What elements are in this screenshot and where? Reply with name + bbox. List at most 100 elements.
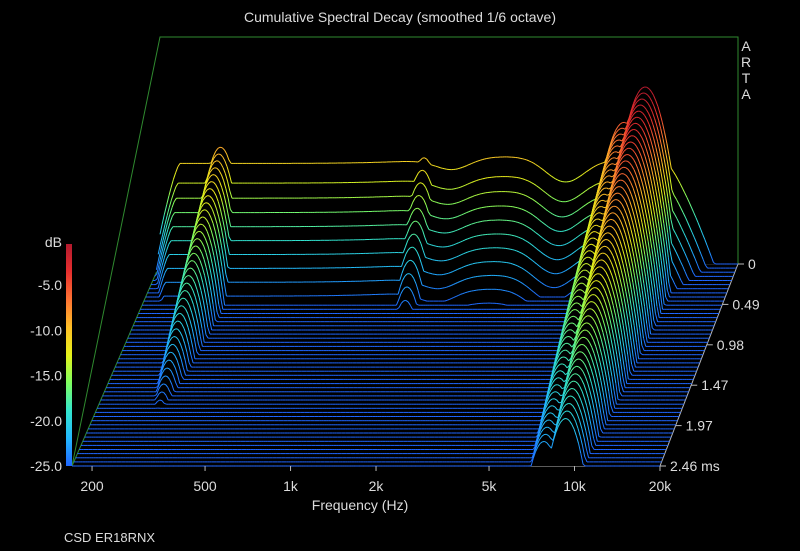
slice-segment	[611, 169, 615, 172]
slice-segment	[461, 266, 465, 269]
slice-segment	[221, 202, 225, 213]
slice-segment	[398, 293, 402, 301]
slice-segment	[169, 207, 173, 215]
slice-segment	[216, 160, 219, 162]
slice-segment	[155, 282, 158, 286]
slice-segment	[528, 211, 531, 215]
slice-segment	[508, 262, 511, 264]
slice-segment	[410, 259, 414, 263]
slice-segment	[621, 133, 624, 136]
slice-segment	[216, 288, 220, 305]
slice-segment	[218, 304, 222, 314]
slice-segment	[635, 175, 639, 183]
slice-segment	[402, 287, 406, 291]
slice-segment	[673, 247, 677, 253]
slice-segment	[634, 101, 638, 106]
slice-segment	[523, 209, 527, 212]
slice-segment	[530, 213, 534, 216]
slice-segment	[690, 206, 694, 213]
slice-segment	[229, 190, 233, 199]
slice-segment	[540, 251, 544, 255]
slice-segment	[454, 269, 458, 272]
slice-segment	[552, 229, 556, 231]
slice-segment	[643, 143, 648, 151]
slice-segment	[219, 252, 223, 267]
slice-segment	[635, 110, 639, 113]
slice-segment	[437, 166, 441, 169]
slice-segment	[409, 194, 413, 197]
slice-segment	[536, 185, 539, 188]
slice-segment	[667, 161, 671, 176]
slice-segment	[586, 226, 590, 234]
slice-segment	[221, 147, 225, 151]
slice-segment	[184, 269, 189, 274]
slice-segment	[163, 243, 167, 252]
slice-segment	[529, 242, 533, 246]
slice-segment	[197, 267, 202, 275]
slice-segment	[691, 231, 695, 238]
slice-segment	[503, 303, 506, 306]
slice-segment	[547, 210, 551, 213]
slice-segment	[579, 220, 583, 223]
slice-segment	[214, 230, 218, 242]
slice-segment	[202, 192, 206, 199]
slice-segment	[672, 210, 676, 215]
slice-segment	[585, 235, 589, 241]
slice-segment	[564, 243, 568, 246]
slice-segment	[212, 238, 217, 249]
slice-segment	[628, 178, 632, 183]
slice-segment	[680, 227, 685, 233]
slice-segment	[510, 262, 514, 265]
slice-segment	[634, 116, 637, 119]
slice-segment	[515, 279, 519, 282]
slice-segment	[208, 224, 212, 231]
slice-segment	[543, 268, 547, 272]
slice-segment	[633, 111, 637, 115]
slice-segment	[608, 202, 612, 207]
slice-segment	[469, 196, 473, 198]
slice-segment	[205, 252, 209, 261]
slice-segment	[209, 252, 213, 264]
slice-segment	[608, 191, 612, 198]
slice-segment	[649, 189, 653, 202]
slice-segment	[608, 181, 611, 184]
slice-segment	[430, 272, 433, 275]
slice-segment	[184, 265, 188, 271]
slice-segment	[562, 244, 565, 246]
slice-segment	[544, 239, 548, 242]
slice-segment	[533, 230, 537, 233]
slice-segment	[644, 192, 648, 204]
slice-segment	[655, 147, 659, 158]
slice-segment	[221, 266, 225, 282]
slice-segment	[628, 117, 632, 123]
slice-segment	[160, 239, 164, 250]
slice-segment	[570, 226, 574, 229]
slice-segment	[680, 280, 684, 285]
slice-segment	[414, 248, 418, 253]
slice-segment	[475, 160, 479, 163]
slice-segment	[629, 201, 633, 209]
slice-segment	[545, 270, 549, 273]
slice-segment	[210, 181, 214, 183]
slice-segment	[696, 263, 700, 270]
slice-segment	[191, 233, 195, 241]
slice-segment	[587, 220, 592, 228]
slice-segment	[189, 240, 193, 249]
slice-segment	[669, 196, 673, 211]
slice-segment	[197, 246, 200, 250]
slice-segment	[630, 229, 634, 240]
slice-segment	[514, 249, 517, 252]
slice-segment	[628, 130, 632, 133]
slice-segment	[416, 235, 420, 239]
slice-segment	[520, 237, 524, 240]
slice-segment	[412, 197, 416, 203]
slice-segment	[647, 221, 651, 235]
slice-segment	[521, 252, 524, 255]
slice-segment	[613, 172, 617, 179]
slice-segment	[212, 222, 216, 232]
slice-segment	[588, 221, 592, 227]
slice-segment	[587, 229, 591, 235]
slice-segment	[544, 254, 548, 258]
slice-segment	[420, 243, 424, 251]
slice-segment	[522, 282, 525, 286]
